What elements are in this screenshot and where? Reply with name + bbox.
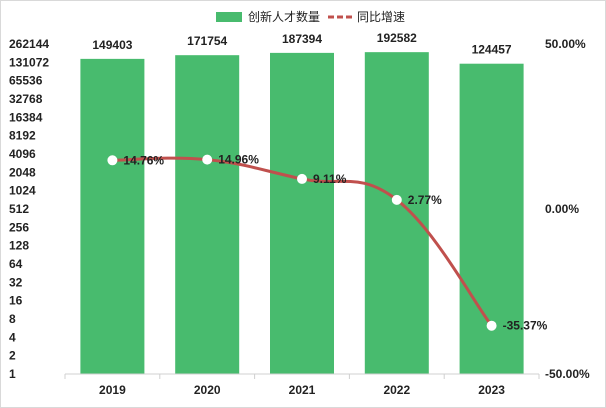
left-tick-label: 64 <box>9 257 23 271</box>
bar-value-label: 187394 <box>282 32 322 46</box>
line-value-label: 14.76% <box>123 153 164 167</box>
line-point <box>107 155 118 166</box>
left-tick-label: 16384 <box>9 110 43 124</box>
line-value-label: 9.11% <box>313 172 347 186</box>
x-axis: 2019 2020 2021 2022 2023 <box>64 373 540 397</box>
left-tick-label: 32 <box>9 275 23 289</box>
line-value-labels: 14.76% 14.96% 9.11% 2.77% -35.37% <box>123 153 547 333</box>
bar-value-label: 192582 <box>377 31 417 45</box>
left-tick-label: 262144 <box>9 37 49 51</box>
bar-value-label: 124457 <box>472 43 512 57</box>
left-tick-label: 256 <box>9 220 29 234</box>
left-tick-label: 8192 <box>9 129 36 143</box>
line-point <box>297 173 307 184</box>
left-tick-label: 1 <box>9 367 16 381</box>
left-tick-label: 1024 <box>9 184 36 198</box>
right-tick-label: -50.00% <box>545 367 590 381</box>
x-tick-label: 2022 <box>383 383 410 397</box>
left-tick-label: 4 <box>9 330 16 344</box>
line-series <box>107 154 497 331</box>
bar-value-label: 149403 <box>92 38 132 52</box>
bar-series <box>80 52 524 375</box>
right-axis-ticks: -50.00% 0.00% 50.00% <box>545 37 590 381</box>
left-tick-label: 2048 <box>9 165 36 179</box>
right-tick-label: 50.00% <box>545 37 586 51</box>
x-tick-label: 2021 <box>289 383 316 397</box>
left-tick-label: 2 <box>9 349 16 363</box>
bar-value-label: 171754 <box>187 34 227 48</box>
left-tick-label: 8 <box>9 312 16 326</box>
line-value-label: -35.37% <box>503 319 548 333</box>
line-point <box>202 154 213 165</box>
left-tick-label: 16 <box>9 294 23 308</box>
line-value-label: 14.96% <box>218 153 259 167</box>
x-tick-label: 2023 <box>478 383 505 397</box>
x-tick-label: 2019 <box>99 383 126 397</box>
line-point <box>391 194 402 205</box>
legend-label-line: 同比增速 <box>357 10 405 24</box>
bar <box>175 55 240 374</box>
bar <box>364 52 429 375</box>
line-value-label: 2.77% <box>408 193 442 207</box>
legend: 创新人才数量 同比增速 <box>216 9 405 24</box>
left-tick-label: 512 <box>9 202 29 216</box>
bar-value-labels: 149403 171754 187394 192582 124457 <box>92 31 512 57</box>
line-point <box>486 320 497 331</box>
left-tick-label: 131072 <box>9 55 49 69</box>
legend-label-bar: 创新人才数量 <box>248 9 320 24</box>
bar <box>270 52 334 375</box>
bar <box>80 58 145 374</box>
x-tick-label: 2020 <box>194 383 221 397</box>
left-tick-label: 128 <box>9 239 29 253</box>
left-tick-label: 65536 <box>9 74 43 88</box>
left-axis-ticks: 1 2 4 8 16 32 64 128 256 512 1024 2048 4096 8192 16384… <box>9 37 49 381</box>
legend-swatch-bar <box>216 12 242 22</box>
right-tick-label: 0.00% <box>545 202 579 216</box>
left-tick-label: 32768 <box>9 92 43 106</box>
left-tick-label: 4096 <box>9 147 36 161</box>
line-path <box>112 156 493 327</box>
